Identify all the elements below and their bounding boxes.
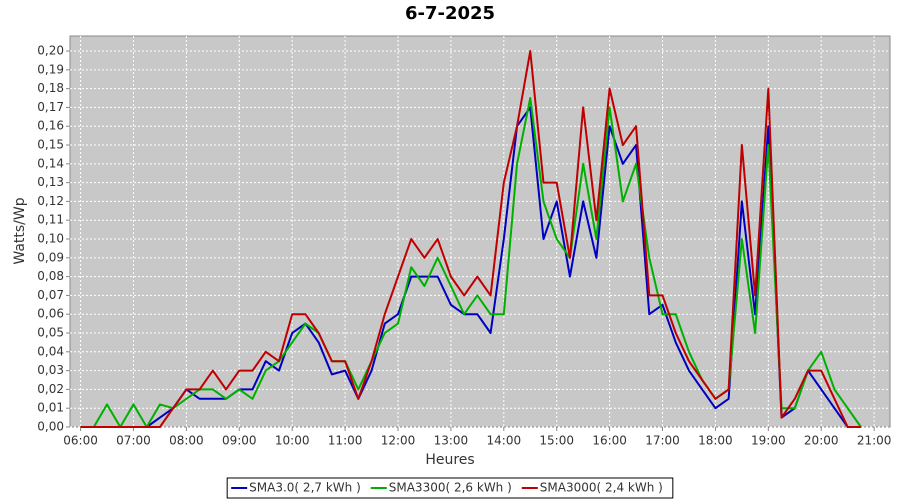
y-tick-label: 0,10	[37, 232, 64, 246]
legend-label: SMA3.0( 2,7 kWh )	[249, 481, 361, 495]
x-tick-label: 20:00	[804, 434, 839, 448]
y-tick-label: 0,18	[37, 81, 64, 95]
x-tick-label: 07:00	[116, 434, 151, 448]
series-line	[80, 50, 861, 428]
y-tick-label: 0,17	[37, 100, 64, 114]
legend-label: SMA3300( 2,6 kWh )	[389, 481, 512, 495]
x-tick-label: 19:00	[751, 434, 786, 448]
y-tick-label: 0,11	[37, 213, 64, 227]
y-tick-label: 0,13	[37, 175, 64, 189]
x-tick-label: 11:00	[328, 434, 363, 448]
x-tick-label: 13:00	[434, 434, 469, 448]
y-tick-label: 0,19	[37, 62, 64, 76]
y-tick-label: 0,15	[37, 138, 64, 152]
y-tick-label: 0,06	[37, 307, 64, 321]
y-tick-label: 0,08	[37, 269, 64, 283]
x-tick-label: 14:00	[487, 434, 522, 448]
y-tick-label: 0,09	[37, 250, 64, 264]
y-tick-label: 0,05	[37, 326, 64, 340]
y-tick-label: 0,01	[37, 401, 64, 415]
y-tick-label: 0,07	[37, 288, 64, 302]
x-tick-label: 09:00	[222, 434, 257, 448]
y-tick-label: 0,20	[37, 44, 64, 58]
x-tick-label: 18:00	[698, 434, 733, 448]
y-tick-label: 0,16	[37, 119, 64, 133]
y-tick-label: 0,00	[37, 420, 64, 434]
x-tick-label: 06:00	[63, 434, 98, 448]
y-tick-label: 0,14	[37, 156, 64, 170]
x-tick-label: 15:00	[539, 434, 574, 448]
y-tick-label: 0,02	[37, 382, 64, 396]
legend: SMA3.0( 2,7 kWh ) SMA3300( 2,6 kWh ) SMA30…	[226, 477, 674, 499]
y-axis-label: Watts/Wp	[12, 197, 28, 264]
x-tick-label: 12:00	[381, 434, 416, 448]
x-tick-label: 16:00	[592, 434, 627, 448]
legend-label: SMA3000( 2,4 kWh )	[540, 481, 663, 495]
y-tick-label: 0,12	[37, 194, 64, 208]
plot-area	[69, 35, 891, 428]
x-tick-label: 10:00	[275, 434, 310, 448]
chart-title: 6-7-2025	[405, 3, 495, 24]
legend-box	[226, 477, 674, 499]
x-tick-label: 08:00	[169, 434, 204, 448]
x-tick-label: 21:00	[857, 434, 892, 448]
y-tick-label: 0,04	[37, 344, 64, 358]
x-axis-label: Heures	[425, 452, 474, 468]
y-tick-label: 0,03	[37, 363, 64, 377]
x-tick-label: 17:00	[645, 434, 680, 448]
